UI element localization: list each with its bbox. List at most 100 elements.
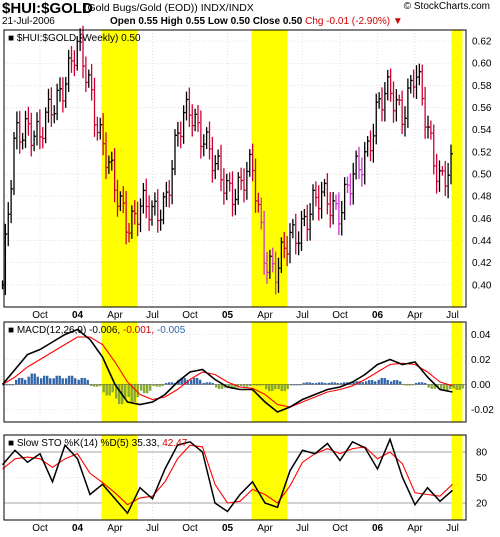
highlight-band-1: [251, 322, 288, 422]
macd-histogram-bar: [58, 375, 61, 385]
macd-histogram-bar: [149, 384, 152, 391]
macd-histogram-bar: [327, 382, 330, 385]
macd-histogram-bar: [446, 384, 449, 392]
macd-histogram-bar: [333, 382, 336, 385]
x-axis-label: Oct: [332, 523, 348, 534]
macd-histogram-bar: [40, 378, 43, 385]
x-axis-label: Oct: [332, 310, 348, 321]
macd-histogram-bar: [65, 378, 68, 385]
x-axis-label: 05: [222, 523, 234, 534]
macd-histogram-bar: [15, 379, 18, 385]
macd-histogram-bar: [361, 382, 364, 385]
macd-histogram-bar: [252, 384, 255, 386]
credit-text: © StockCharts.com: [403, 1, 490, 12]
macd-histogram-bar: [246, 384, 249, 387]
price-axis-label: 0.58: [472, 81, 492, 92]
ohlc-readout: Open 0.55 High 0.55 Low 0.50 Close 0.50 …: [110, 16, 403, 27]
x-axis-label: Jul: [446, 310, 459, 321]
macd-histogram-bar: [249, 384, 252, 387]
macd-histogram-bar: [190, 379, 193, 385]
macd-histogram-bar: [186, 379, 189, 385]
price-axis-label: 0.50: [472, 170, 492, 181]
macd-histogram-bar: [177, 379, 180, 385]
macd-histogram-bar: [36, 376, 39, 385]
price-legend: ■ $HUI:$GOLD (Weekly) 0.50: [8, 33, 141, 44]
change-value: Chg -0.01 (-2.90%): [305, 16, 391, 27]
macd-legend: ■ MACD(12,26,9) -0.006, -0.001, -0.005: [8, 325, 186, 336]
macd-histogram-bar: [399, 381, 402, 385]
macd-histogram-bar: [46, 375, 49, 385]
chart-date: 21-Jul-2006: [2, 16, 55, 27]
macd-histogram-bar: [315, 382, 318, 385]
macd-histogram-bar: [305, 382, 308, 385]
stoch-legend: ■ Slow STO %K(14) %D(5) 35.33, 42.47: [8, 438, 188, 449]
macd-histogram-bar: [340, 382, 343, 385]
macd-histogram-bar: [77, 379, 80, 385]
macd-histogram-bar: [52, 378, 55, 385]
stoch-axis-label: 80: [476, 448, 488, 459]
macd-histogram-bar: [115, 384, 118, 399]
price-axis-label: 0.52: [472, 147, 492, 158]
x-axis-label: Apr: [257, 310, 273, 321]
macd-histogram-bar: [90, 384, 93, 387]
x-axis-label: Jul: [446, 523, 459, 534]
x-axis-label: Apr: [107, 310, 123, 321]
macd-histogram-bar: [183, 377, 186, 385]
macd-histogram-bar: [30, 373, 33, 385]
macd-signal-line: [2, 336, 453, 408]
x-axis-label: Oct: [32, 523, 48, 534]
macd-axis-label: -0.02: [471, 405, 494, 416]
macd-histogram-bar: [418, 382, 421, 385]
x-axis-label: 06: [372, 310, 384, 321]
macd-histogram-bar: [336, 382, 339, 385]
macd-histogram-bar: [321, 382, 324, 385]
macd-histogram-bar: [143, 384, 146, 394]
stoch-axis-label: 20: [476, 499, 488, 510]
macd-histogram-bar: [352, 382, 355, 385]
macd-histogram-bar: [243, 384, 246, 387]
macd-histogram-bar: [433, 384, 436, 389]
x-axis-label: Apr: [107, 523, 123, 534]
macd-axis-label: 0.00: [471, 380, 491, 391]
x-axis-label: Apr: [407, 310, 423, 321]
x-axis-label: 04: [72, 310, 84, 321]
price-axis-label: 0.60: [472, 59, 492, 70]
macd-histogram-bar: [146, 384, 149, 394]
macd-histogram-bar: [371, 380, 374, 385]
price-axis-label: 0.44: [472, 236, 492, 247]
macd-histogram-bar: [240, 384, 243, 387]
macd-histogram-bar: [330, 382, 333, 385]
macd-histogram-bar: [215, 384, 218, 388]
macd-histogram-bar: [402, 384, 405, 386]
macd-histogram-bar: [368, 380, 371, 385]
macd-histogram-bar: [424, 382, 427, 385]
macd-histogram-bar: [380, 377, 383, 385]
macd-histogram-bar: [271, 384, 274, 392]
macd-histogram-bar: [393, 380, 396, 385]
macd-histogram-bar: [324, 382, 327, 385]
macd-axis-label: 0.02: [471, 355, 491, 366]
macd-histogram-bar: [261, 384, 264, 386]
macd-histogram-bar: [111, 384, 114, 393]
macd-histogram-bar: [358, 381, 361, 385]
macd-histogram-bar: [421, 382, 424, 385]
macd-histogram-bar: [293, 384, 296, 386]
macd-histogram-bar: [211, 382, 214, 385]
macd-histogram-bar: [27, 376, 30, 385]
highlight-band-2: [451, 435, 463, 520]
macd-histogram-bar: [274, 384, 277, 390]
macd-histogram-bar: [302, 382, 305, 385]
chart-description: (Gold Bugs/Gold (EOD)) INDX/INDX: [84, 2, 254, 14]
macd-histogram-bar: [83, 377, 86, 385]
macd-histogram-bar: [411, 384, 414, 386]
x-axis-label: Jul: [146, 523, 159, 534]
macd-histogram-bar: [96, 384, 99, 387]
macd-histogram-bar: [299, 384, 302, 386]
macd-histogram-bar: [74, 378, 77, 385]
highlight-band-2: [451, 322, 463, 422]
macd-histogram-bar: [296, 384, 299, 386]
price-axis-label: 0.56: [472, 103, 492, 114]
macd-histogram-bar: [155, 384, 158, 387]
macd-histogram-bar: [133, 384, 136, 402]
